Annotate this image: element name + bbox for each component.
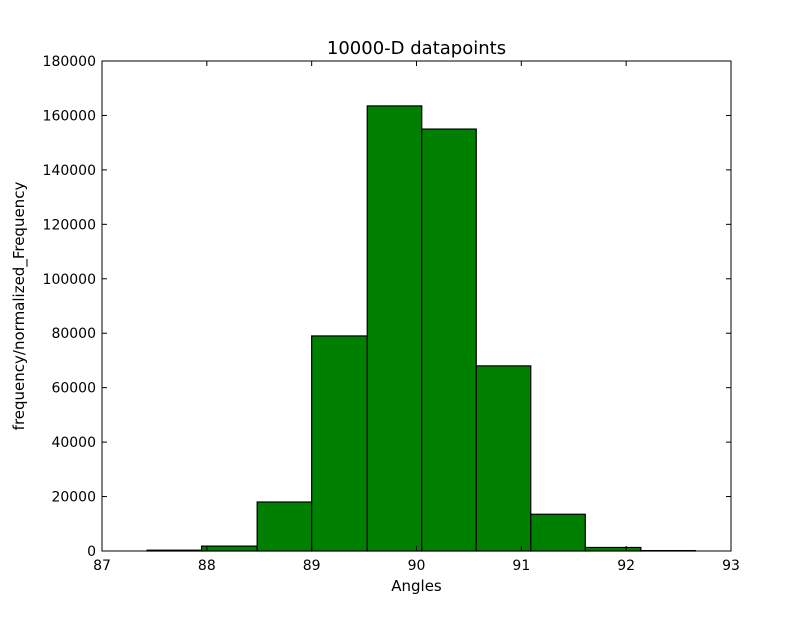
- y-axis-label: frequency/normalized_Frequency: [10, 182, 29, 431]
- chart-title: 10000-D datapoints: [327, 38, 506, 59]
- x-tick-label: 90: [408, 558, 426, 574]
- y-tick-label: 20000: [51, 490, 96, 506]
- histogram-bar: [422, 129, 477, 551]
- x-axis-label: Angles: [391, 577, 442, 595]
- histogram-bar: [312, 336, 368, 551]
- y-tick-label: 40000: [51, 435, 96, 451]
- y-tick-label: 80000: [51, 326, 96, 342]
- y-tick-label: 100000: [43, 272, 96, 288]
- histogram-bar: [476, 366, 531, 551]
- x-tick-label: 92: [617, 558, 635, 574]
- y-tick-label: 140000: [43, 163, 96, 179]
- x-tick-label: 87: [93, 558, 111, 574]
- histogram-bar: [367, 106, 422, 551]
- y-tick-label: 160000: [43, 108, 96, 124]
- x-tick-label: 91: [512, 558, 530, 574]
- x-tick-label: 88: [198, 558, 216, 574]
- histogram-bar: [257, 502, 312, 551]
- y-tick-label: 60000: [51, 381, 96, 397]
- histogram-bar: [202, 546, 258, 551]
- x-tick-label: 89: [303, 558, 321, 574]
- x-tick-label: 93: [722, 558, 740, 574]
- y-tick-label: 180000: [43, 54, 96, 70]
- y-tick-label: 0: [87, 544, 96, 560]
- y-tick-label: 120000: [43, 217, 96, 233]
- histogram-bar: [585, 547, 641, 551]
- histogram-bar: [531, 514, 586, 551]
